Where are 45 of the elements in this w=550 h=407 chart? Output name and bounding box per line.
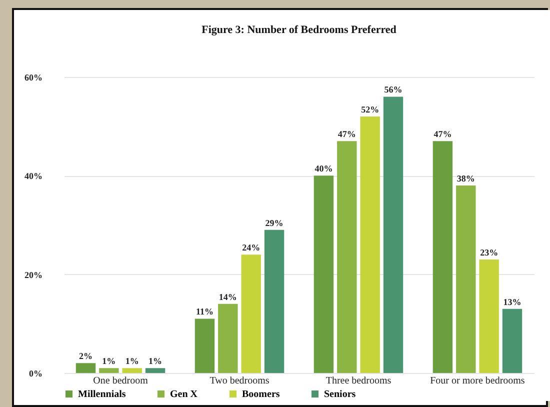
data-label: 1% bbox=[125, 356, 139, 366]
data-label: 14% bbox=[218, 292, 237, 302]
bar bbox=[502, 308, 522, 373]
data-label: 47% bbox=[434, 129, 452, 140]
x-tick-label: Two bedrooms bbox=[210, 376, 270, 386]
y-tick-label: 20% bbox=[24, 270, 42, 280]
bar bbox=[264, 230, 284, 373]
bar bbox=[337, 141, 357, 373]
y-tick-label: 60% bbox=[24, 72, 42, 82]
legend-label: Boomers bbox=[242, 389, 280, 400]
bar bbox=[314, 176, 334, 373]
bar bbox=[76, 363, 96, 373]
bar bbox=[479, 260, 499, 373]
x-tick-label: Four or more bedrooms bbox=[430, 376, 525, 386]
bar bbox=[241, 254, 261, 373]
data-label: 40% bbox=[314, 164, 333, 174]
x-tick-label: One bedroom bbox=[93, 376, 148, 386]
data-label: 13% bbox=[503, 296, 522, 307]
legend-label: Seniors bbox=[324, 389, 356, 400]
bar bbox=[194, 318, 215, 373]
bar bbox=[360, 116, 380, 373]
data-label: 2% bbox=[79, 351, 92, 362]
data-label: 52% bbox=[361, 104, 380, 114]
bar bbox=[99, 368, 119, 373]
data-label: 38% bbox=[456, 174, 475, 184]
data-label: 23% bbox=[480, 248, 498, 258]
data-label: 11% bbox=[196, 306, 214, 317]
data-label: 1% bbox=[148, 356, 162, 366]
bar bbox=[432, 141, 453, 373]
bar bbox=[122, 368, 142, 373]
x-tick-label: Three bedrooms bbox=[326, 376, 392, 386]
data-label: 1% bbox=[102, 356, 116, 366]
bar bbox=[218, 304, 238, 373]
y-tick-label: 40% bbox=[24, 171, 42, 182]
legend-label: Gen X bbox=[170, 389, 198, 400]
data-label: 47% bbox=[338, 129, 356, 140]
y-tick-label: 0% bbox=[29, 368, 42, 378]
data-label: 56% bbox=[384, 84, 402, 95]
chart-title: Figure 3: Number of Bedrooms Preferred bbox=[202, 24, 396, 36]
data-label: 29% bbox=[265, 218, 284, 228]
legend-label: Millennials bbox=[78, 389, 126, 400]
data-label: 24% bbox=[242, 242, 260, 253]
bar bbox=[145, 368, 166, 373]
bar bbox=[383, 96, 404, 373]
bar bbox=[456, 186, 476, 373]
